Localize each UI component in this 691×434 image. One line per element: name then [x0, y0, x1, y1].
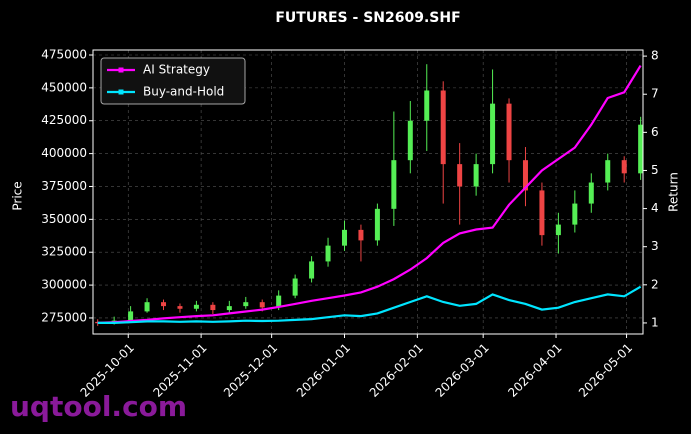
y2-tick-label: 4 — [651, 201, 659, 215]
candle-body — [638, 124, 644, 174]
legend-marker — [118, 67, 124, 73]
y-tick-label: 275000 — [41, 310, 87, 324]
series-line — [97, 285, 642, 324]
candle-body — [325, 245, 331, 262]
candle-body — [506, 103, 512, 161]
y-tick-label: 475000 — [41, 47, 87, 61]
candle-body — [292, 278, 298, 296]
legend: AI Strategy Buy-and-Hold — [100, 57, 246, 105]
legend-box — [100, 57, 246, 105]
candle-body — [621, 160, 627, 174]
plot-frame — [92, 49, 644, 335]
candle-body — [572, 203, 578, 225]
y-tick-label: 450000 — [41, 80, 87, 94]
watermark: uqtool.com — [10, 390, 187, 423]
candle-body — [341, 229, 347, 246]
series-line — [97, 65, 642, 324]
y-tick-label: 400000 — [41, 146, 87, 160]
candle-body — [193, 304, 199, 309]
y2-axis-label: Return — [667, 172, 681, 212]
legend-label: Buy-and-Hold — [143, 85, 224, 99]
candle-body — [374, 208, 380, 241]
candle-body — [309, 261, 315, 279]
y-axis-label: Price — [11, 181, 25, 210]
candle-body — [391, 160, 397, 209]
chart-title: FUTURES - SN2609.SHF — [275, 10, 460, 26]
candle-body — [407, 120, 413, 161]
candle-body — [424, 90, 430, 121]
candle-body — [259, 302, 265, 308]
y-tick-label: 375000 — [41, 179, 87, 193]
y-tick-label: 425000 — [41, 113, 87, 127]
candle-body — [161, 302, 167, 307]
y2-tick-label: 3 — [651, 239, 659, 253]
y2-tick-label: 6 — [651, 125, 659, 139]
y-tick-label: 350000 — [41, 212, 87, 226]
legend-label: AI Strategy — [143, 63, 210, 77]
y2-tick-label: 7 — [651, 87, 659, 101]
y2-tick-label: 5 — [651, 163, 659, 177]
candle-body — [605, 160, 611, 183]
candle-body — [276, 295, 282, 308]
candle-body — [358, 229, 364, 241]
legend-marker — [118, 89, 124, 95]
y-tick-label: 325000 — [41, 245, 87, 259]
candle-body — [210, 304, 216, 311]
y2-tick-label: 1 — [651, 315, 659, 329]
candle-body — [588, 182, 594, 204]
candle-body — [522, 160, 528, 191]
candle-body — [440, 90, 446, 165]
y2-tick-label: 2 — [651, 277, 659, 291]
y-tick-label: 300000 — [41, 278, 87, 292]
candle-body — [555, 224, 561, 236]
y2-tick-label: 8 — [651, 49, 659, 63]
candle-body — [539, 190, 545, 236]
candle-body — [226, 306, 232, 311]
candle-body — [473, 164, 479, 187]
candle-body — [457, 164, 463, 187]
candle-body — [243, 302, 249, 307]
candle-body — [177, 306, 183, 309]
candle-body — [490, 103, 496, 165]
candle-body — [128, 311, 134, 321]
candle-body — [144, 302, 150, 312]
